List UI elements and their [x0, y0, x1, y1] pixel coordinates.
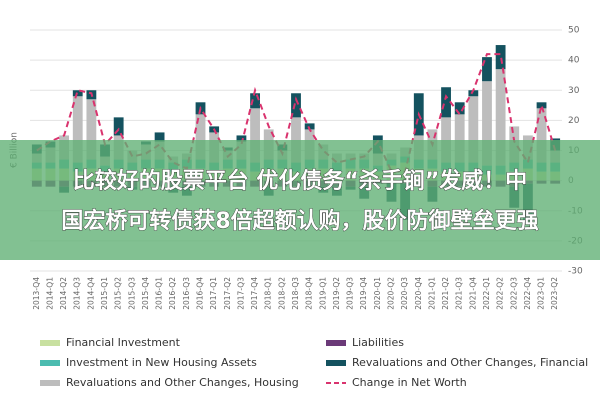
- x-tick-label: 2019-Q4: [359, 277, 368, 310]
- legend-label: Investment in New Housing Assets: [66, 356, 257, 369]
- x-tick-label: 2016-Q3: [182, 277, 191, 310]
- legend-swatch: [326, 340, 346, 346]
- bar-segment: [72, 96, 83, 163]
- x-tick-label: 2015-Q3: [127, 277, 136, 310]
- x-tick-label: 2016-Q1: [155, 277, 164, 310]
- legend-swatch: [326, 360, 346, 366]
- x-tick-label: 2019-Q3: [346, 277, 355, 310]
- legend-swatch: [40, 340, 60, 346]
- x-tick-label: 2017-Q4: [250, 277, 259, 310]
- x-tick-label: 2014-Q1: [45, 277, 54, 310]
- x-tick-label: 2014-Q3: [73, 277, 82, 310]
- x-tick-label: 2021-Q3: [455, 277, 464, 310]
- x-tick-label: 2018-Q4: [305, 277, 314, 310]
- x-tick-label: 2021-Q1: [427, 277, 436, 310]
- x-tick-label: 2016-Q4: [196, 277, 205, 310]
- x-tick-label: 2018-Q3: [291, 277, 300, 310]
- x-tick-label: 2017-Q2: [223, 277, 232, 310]
- bar-segment: [482, 81, 492, 166]
- bar-segment: [441, 117, 451, 163]
- bar-segment: [291, 93, 301, 118]
- y-tick-label: 50: [568, 26, 580, 36]
- y-tick-label: 40: [568, 56, 580, 66]
- bar-segment: [195, 114, 206, 160]
- overlay-band: [0, 140, 600, 260]
- bar-segment: [113, 117, 124, 136]
- x-tick-label: 2013-Q4: [32, 277, 41, 310]
- x-tick-label: 2022-Q3: [509, 277, 518, 310]
- legend-label: Liabilities: [352, 336, 404, 349]
- bar-segment: [482, 57, 492, 82]
- y-tick-label: 30: [568, 86, 580, 96]
- x-tick-label: 2018-Q2: [277, 277, 286, 310]
- x-tick-label: 2020-Q4: [414, 277, 423, 310]
- legend-label: Revaluations and Other Changes, Financia…: [352, 356, 588, 369]
- x-tick-label: 2015-Q1: [100, 277, 109, 310]
- y-tick-label: -30: [568, 267, 583, 277]
- x-tick-label: 2014-Q4: [86, 277, 95, 310]
- x-tick-label: 2023-Q2: [550, 277, 559, 310]
- x-tick-label: 2023-Q1: [537, 277, 546, 310]
- legend-label: Change in Net Worth: [352, 376, 467, 389]
- x-tick-label: 2022-Q2: [496, 277, 505, 310]
- x-tick-label: 2021-Q4: [468, 277, 477, 310]
- bar-segment: [236, 135, 247, 142]
- x-tick-label: 2017-Q1: [209, 277, 218, 310]
- x-tick-label: 2020-Q2: [386, 277, 395, 310]
- net-worth-line: [36, 53, 557, 173]
- bar-segment: [86, 99, 97, 160]
- overlay-text: 国宏桥可转债获8倍超额认购，股价防御壁垒更强: [61, 208, 538, 234]
- bar-segment: [468, 90, 479, 97]
- legend-label: Revaluations and Other Changes, Housing: [66, 376, 299, 389]
- legend-swatch: [40, 360, 60, 366]
- x-tick-label: 2016-Q2: [168, 277, 177, 310]
- x-tick-label: 2014-Q2: [59, 277, 68, 310]
- bar-segment: [454, 114, 465, 163]
- x-tick-label: 2022-Q4: [523, 277, 532, 310]
- x-tick-label: 2018-Q1: [264, 277, 273, 310]
- bar-segment: [250, 108, 260, 163]
- overlay-text: 比较好的股票平台 优化债务“杀手锏”发威！中: [73, 168, 528, 194]
- legend-label: Financial Investment: [66, 336, 181, 349]
- x-tick-label: 2017-Q3: [236, 277, 245, 310]
- bar-segment: [495, 45, 506, 70]
- bar-segment: [495, 69, 506, 166]
- x-tick-label: 2022-Q1: [482, 277, 491, 310]
- bar-segment: [454, 102, 465, 115]
- bar-segment: [536, 108, 547, 163]
- bar-segment: [154, 132, 165, 142]
- x-tick-label: 2020-Q1: [373, 277, 382, 310]
- bar-segment: [441, 87, 451, 118]
- bar-segment: [250, 93, 260, 109]
- x-tick-label: 2020-Q3: [400, 277, 409, 310]
- bar-segment: [304, 123, 315, 130]
- bar-segment: [291, 117, 301, 163]
- bar-segment: [536, 102, 547, 109]
- x-tick-label: 2019-Q2: [332, 277, 341, 310]
- x-tick-label: 2015-Q2: [114, 277, 123, 310]
- legend-swatch: [40, 380, 60, 386]
- bar-segment: [468, 96, 479, 163]
- x-tick-label: 2021-Q2: [441, 277, 450, 310]
- y-tick-label: 20: [568, 116, 580, 126]
- x-tick-label: 2015-Q4: [141, 277, 150, 310]
- x-tick-label: 2019-Q1: [318, 277, 327, 310]
